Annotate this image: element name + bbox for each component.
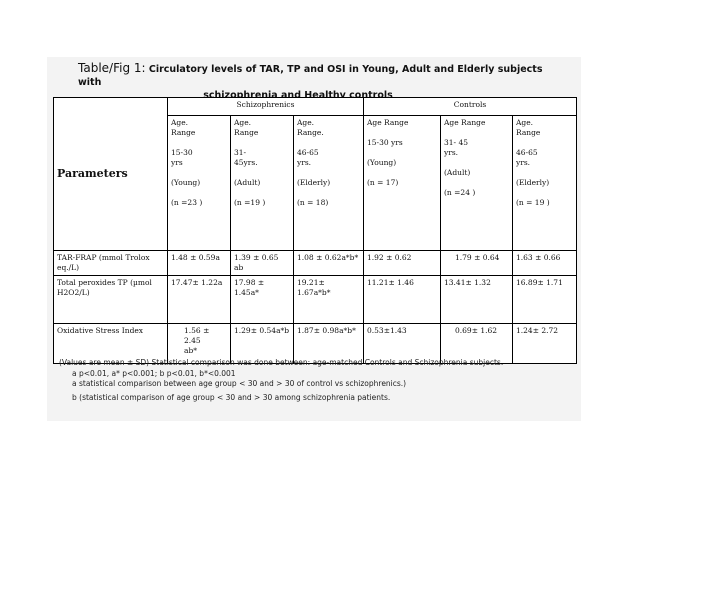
note-significance: a p<0.01, a* p<0.001; b p<0.01, b*<0.001 xyxy=(72,368,236,378)
title-line-2: schizophrenia and Healthy controls xyxy=(203,90,393,101)
cell: 1.92 ± 0.62 xyxy=(363,250,441,276)
table-row: Oxidative Stress Index 1.56 ± 2.45 ab* 1… xyxy=(53,323,577,364)
cell: 1.63 ± 0.66 xyxy=(512,250,577,276)
cell: 13.41± 1.32 xyxy=(440,275,513,324)
cell: 17.47± 1.22a xyxy=(167,275,231,324)
cell: 1.56 ± 2.45 ab* xyxy=(167,323,231,364)
table-notes: (Values are mean ± SD) Statistical compa… xyxy=(59,358,529,403)
group-header-schizophrenics: Schizophrenics xyxy=(167,97,364,116)
table-row: Total peroxides TP (µmol H2O2/L) 17.47± … xyxy=(53,275,577,324)
cell: 1.87± 0.98a*b* xyxy=(293,323,364,364)
subgroup-header: Age. Range 46-65 yrs. (Elderly) (n = 19 … xyxy=(512,115,577,251)
note-a: a statistical comparison between age gro… xyxy=(72,379,407,388)
subgroup-header: Age Range 31- 45 yrs. (Adult) (n =24 ) xyxy=(440,115,513,251)
table-title: Table/Fig 1: Circulatory levels of TAR, … xyxy=(78,62,558,102)
cell: 0.69± 1.62 xyxy=(440,323,513,364)
parameters-header: Parameters xyxy=(53,97,168,251)
cell: 1.24± 2.72 xyxy=(512,323,577,364)
cell: 17.98 ± 1.45a* xyxy=(230,275,294,324)
subgroup-header: Age. Range 15-30 yrs (Young) (n =23 ) xyxy=(167,115,231,251)
cell: 0.53±1.43 xyxy=(363,323,441,364)
subgroup-header: Age. Range. 46-65 yrs. (Elderly) (n = 18… xyxy=(293,115,364,251)
cell: 16.89± 1.71 xyxy=(512,275,577,324)
title-lead: Table/Fig 1: xyxy=(78,61,146,75)
cell: 1.48 ± 0.59a xyxy=(167,250,231,276)
cell: 19.21± 1.67a*b* xyxy=(293,275,364,324)
note-values: (Values are mean ± SD) Statistical compa… xyxy=(59,358,504,367)
group-header-controls: Controls xyxy=(363,97,577,116)
subgroup-header: Age. Range 31- 45yrs. (Adult) (n =19 ) xyxy=(230,115,294,251)
cell: 1.39 ± 0.65 ab xyxy=(230,250,294,276)
results-table: Parameters Schizophrenics Controls Age. … xyxy=(53,97,577,364)
subgroup-header: Age Range 15-30 yrs (Young) (n = 17) xyxy=(363,115,441,251)
note-b: b (statistical comparison of age group <… xyxy=(72,392,391,402)
row-label: TAR-FRAP (mmol Trolox eq./L) xyxy=(53,250,168,276)
cell: 1.08 ± 0.62a*b* xyxy=(293,250,364,276)
cell: 11.21± 1.46 xyxy=(363,275,441,324)
row-label: Oxidative Stress Index xyxy=(53,323,168,364)
title-line-1: Circulatory levels of TAR, TP and OSI in… xyxy=(78,64,543,88)
cell: 1.79 ± 0.64 xyxy=(440,250,513,276)
table-row: TAR-FRAP (mmol Trolox eq./L) 1.48 ± 0.59… xyxy=(53,250,577,276)
row-label: Total peroxides TP (µmol H2O2/L) xyxy=(53,275,168,324)
